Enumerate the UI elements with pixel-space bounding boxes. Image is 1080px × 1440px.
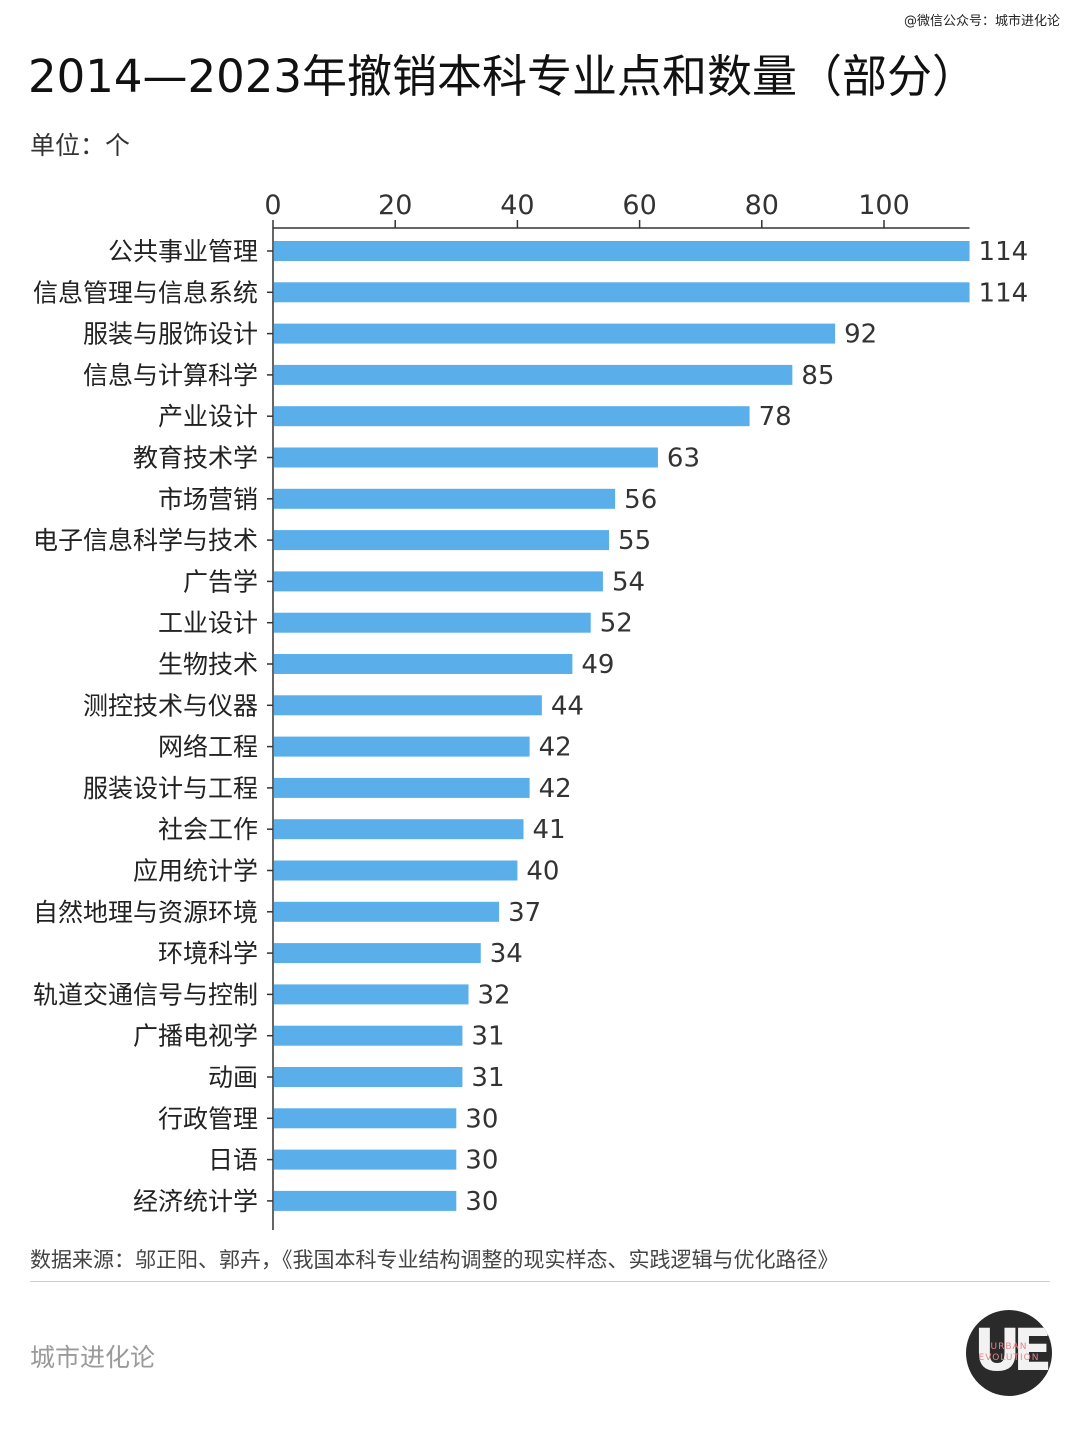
value-label: 40 [526, 857, 559, 887]
category-label: 轨道交通信号与控制 [33, 980, 258, 1009]
bar [274, 241, 970, 261]
bar [274, 1067, 463, 1087]
category-label: 经济统计学 [133, 1187, 258, 1216]
bar [274, 777, 530, 798]
category-label: 电子信息科学与技术 [33, 526, 258, 555]
value-label: 63 [667, 444, 700, 474]
bar [274, 1025, 463, 1046]
value-label: 114 [979, 278, 1029, 308]
bar [274, 282, 970, 303]
category-label: 社会工作 [158, 815, 258, 844]
category-label: 行政管理 [158, 1104, 258, 1133]
bar [274, 901, 500, 922]
value-label: 49 [581, 650, 614, 680]
bar [274, 984, 469, 1005]
bar [274, 736, 530, 757]
footer-divider [30, 1281, 1050, 1282]
bar [274, 488, 616, 509]
value-label: 52 [600, 609, 633, 639]
category-label: 自然地理与资源环境 [33, 898, 258, 927]
bar-chart: 0 20 40 60 80 100 公共事业管理 114 信息管理与信息系统 114 服装与服饰设计… [33, 190, 1029, 1230]
bar [274, 323, 836, 344]
bar [274, 860, 518, 881]
value-label: 30 [465, 1146, 498, 1176]
category-label: 动画 [208, 1063, 258, 1092]
category-label: 服装与服饰设计 [83, 320, 258, 349]
category-label: 服装设计与工程 [83, 774, 258, 803]
category-label: 工业设计 [158, 609, 258, 638]
category-label: 测控技术与仪器 [83, 691, 258, 720]
category-label: 网络工程 [158, 733, 258, 762]
bar [274, 447, 658, 468]
category-label: 日语 [208, 1146, 258, 1175]
value-label: 44 [551, 691, 584, 721]
bar [274, 1190, 457, 1211]
bar [274, 943, 481, 964]
x-tick-label: 100 [858, 190, 910, 221]
x-tick-label: 20 [378, 190, 412, 221]
x-tick-label: 0 [264, 190, 281, 221]
bar [274, 612, 591, 633]
category-label: 教育技术学 [133, 444, 258, 473]
category-label: 信息与计算科学 [83, 361, 258, 390]
value-label: 37 [508, 898, 541, 928]
value-label: 78 [759, 402, 792, 432]
value-label: 42 [539, 774, 572, 804]
category-label: 生物技术 [158, 650, 258, 679]
bar [274, 819, 524, 840]
x-tick-label: 80 [745, 190, 779, 221]
logo-text-line2: EVOLUTION [978, 1353, 1040, 1363]
value-label: 31 [471, 1063, 504, 1093]
value-label: 41 [533, 815, 566, 845]
value-label: 34 [490, 939, 523, 969]
data-source: 数据来源：邬正阳、郭卉，《我国本科专业结构调整的现实样态、实践逻辑与优化路径》 [30, 1248, 839, 1272]
chart-title: 2014—2023年撤销本科专业点和数量（部分） [28, 50, 978, 103]
value-label: 56 [624, 485, 657, 515]
x-tick-label: 60 [622, 190, 656, 221]
bar [274, 695, 542, 716]
brand-logo: UE URBAN EVOLUTION [966, 1310, 1052, 1396]
category-label: 产业设计 [158, 402, 258, 431]
value-label: 55 [618, 526, 651, 556]
brand-name: 城市进化论 [30, 1343, 156, 1372]
value-label: 32 [478, 980, 511, 1010]
category-label: 市场营销 [158, 485, 258, 514]
value-label: 92 [844, 320, 877, 350]
category-label: 广告学 [183, 567, 258, 596]
category-label: 环境科学 [158, 939, 258, 968]
category-label: 信息管理与信息系统 [33, 278, 258, 307]
value-label: 85 [801, 361, 834, 391]
value-label: 114 [979, 237, 1029, 267]
bar [274, 571, 603, 592]
bar [274, 364, 793, 385]
value-label: 54 [612, 567, 645, 597]
value-label: 30 [465, 1187, 498, 1217]
bar [274, 530, 610, 551]
unit-label: 单位：个 [30, 131, 131, 160]
logo-text-line1: URBAN [990, 1342, 1028, 1352]
value-label: 30 [465, 1104, 498, 1134]
value-label: 42 [539, 733, 572, 763]
bar [274, 654, 573, 674]
category-label: 应用统计学 [133, 857, 258, 886]
category-label: 广播电视学 [133, 1022, 258, 1051]
category-label: 公共事业管理 [108, 237, 258, 266]
bar [274, 406, 750, 427]
bar [274, 1149, 457, 1170]
bar [274, 1108, 457, 1129]
wechat-account-tag: @微信公众号：城市进化论 [903, 14, 1060, 29]
logo-mark: UE [973, 1316, 1052, 1384]
value-label: 31 [471, 1022, 504, 1052]
x-tick-label: 40 [500, 190, 534, 221]
